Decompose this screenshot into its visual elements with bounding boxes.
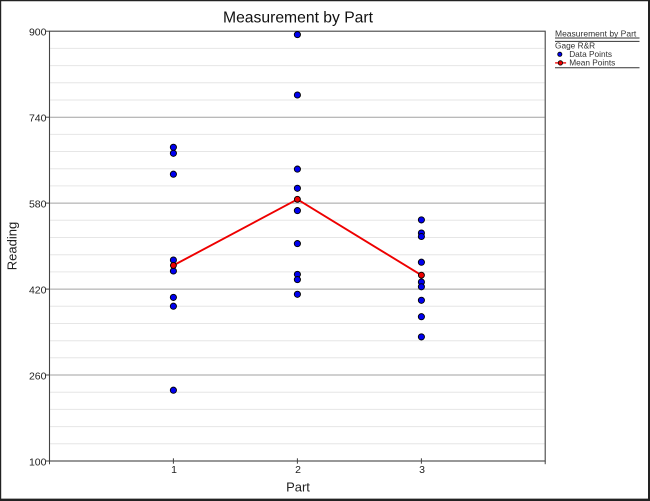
svg-text:1: 1 [171,464,177,476]
svg-text:Mean Points: Mean Points [569,57,615,67]
svg-text:260: 260 [29,371,47,383]
svg-text:Reading: Reading [5,222,20,270]
svg-text:2: 2 [295,464,301,476]
svg-text:580: 580 [29,199,47,211]
svg-text:420: 420 [29,285,47,297]
svg-text:Data Points: Data Points [569,49,612,59]
svg-text:Part: Part [286,479,310,494]
svg-text:Measurement by Part: Measurement by Part [555,29,637,39]
svg-text:740: 740 [29,113,47,125]
svg-text:100: 100 [29,457,47,469]
svg-text:3: 3 [419,464,425,476]
svg-text:900: 900 [29,27,47,39]
svg-text:Measurement by Part: Measurement by Part [223,10,374,27]
svg-text:Gage R&R: Gage R&R [555,41,595,51]
